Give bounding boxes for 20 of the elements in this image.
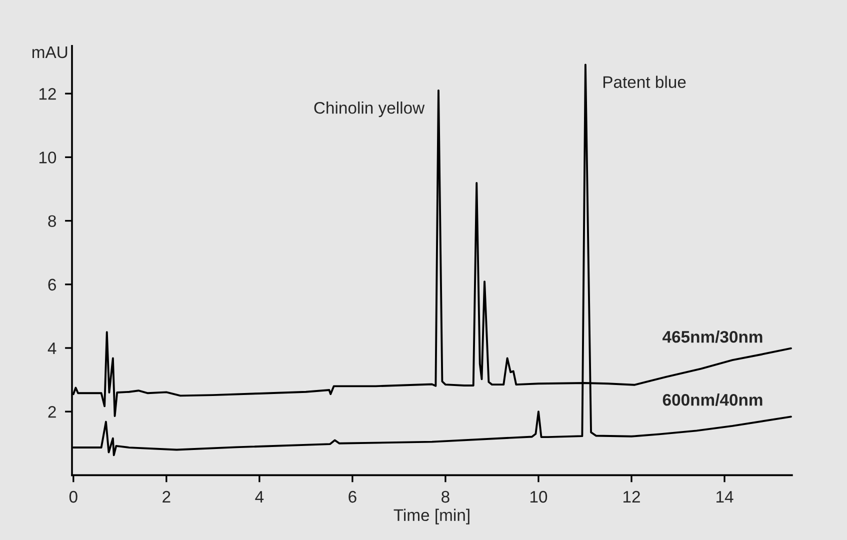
- y-tick-label: 6: [48, 278, 56, 291]
- y-axis-title: mAU: [32, 46, 68, 58]
- x-tick-label: 12: [623, 490, 640, 503]
- annotation: Patent blue: [603, 76, 686, 88]
- x-tick-label: 6: [348, 490, 356, 503]
- x-tick-label: 2: [162, 490, 170, 503]
- x-tick-label: 4: [255, 491, 264, 503]
- x-tick-label: 10: [530, 490, 548, 503]
- y-tick-label: 10: [39, 152, 56, 164]
- y-tick-label: 8: [48, 215, 56, 228]
- series-label: 600nm/40nm: [662, 394, 762, 406]
- x-tick-label: 0: [69, 490, 78, 503]
- y-tick-label: 4: [48, 342, 56, 354]
- x-tick-label: 14: [716, 491, 734, 503]
- x-tick-label: 8: [442, 490, 450, 503]
- y-tick-label: 2: [48, 406, 56, 418]
- series-label: 465nm/30nm: [662, 330, 762, 343]
- annotation: Chinolin yellow: [314, 102, 425, 118]
- y-tick-label: 12: [39, 88, 56, 100]
- x-axis-title: Time [min]: [394, 508, 470, 524]
